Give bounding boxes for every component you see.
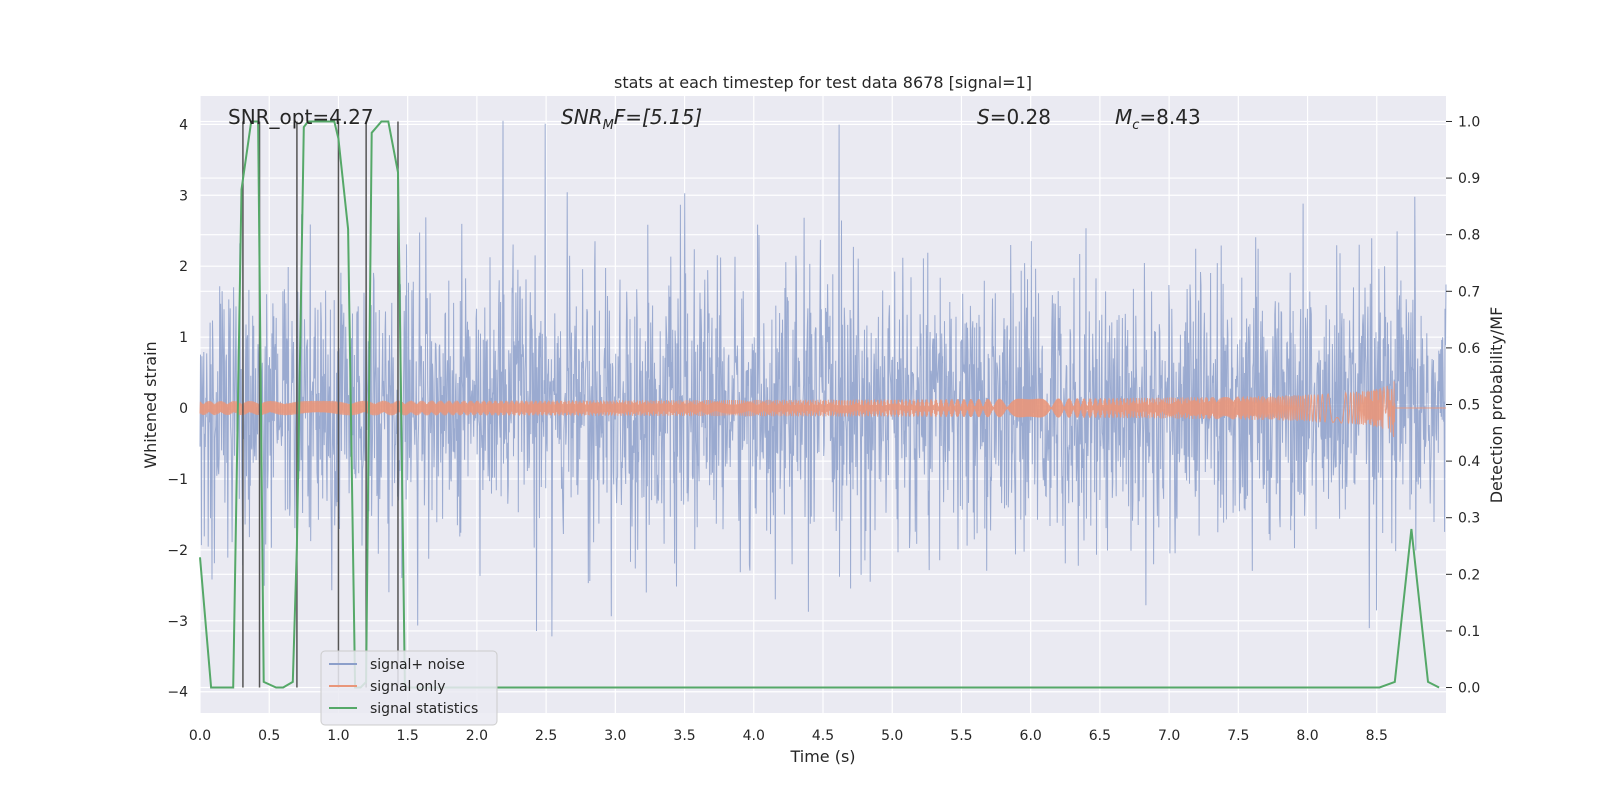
legend-box [320,650,498,726]
legend-label-signal-plus-noise: signal+ noise [370,657,465,673]
x-tick-label: 0.5 [258,728,280,744]
x-tick-label: 7.5 [1227,728,1249,744]
y-tick-label: 0 [179,401,188,417]
y-tick-label: −2 [167,543,188,559]
x-axis-label: Time (s) [789,747,855,766]
y-tick-label: −3 [167,614,188,630]
x-axis-ticks: 0.0 0.5 1.0 1.5 2.0 2.5 3.0 3.5 4.0 4.5 5.0 5.5 6.0 6… [189,728,1388,744]
series-signal-plus-noise [199,120,1447,637]
legend-label-signal-statistics: signal statistics [370,701,478,717]
x-tick-label: 6.5 [1089,728,1111,744]
x-tick-label: 4.5 [812,728,834,744]
legend-label-signal-only: signal only [370,679,445,695]
y2-tick-label: 0.0 [1458,681,1480,697]
x-tick-label: 0.0 [189,728,211,744]
x-tick-label: 6.0 [1020,728,1042,744]
chart-title: stats at each timestep for test data 867… [614,73,1032,92]
annotation-snr-mf: SNRMF=[5.15] [561,105,702,133]
x-tick-label: 3.0 [604,728,626,744]
annotation-s: S=0.28 [977,105,1051,129]
y2-tick-label: 0.3 [1458,511,1480,527]
y-tick-label: −1 [167,472,188,488]
y-tick-label: 1 [179,330,188,346]
x-tick-label: 1.0 [327,728,349,744]
x-tick-label: 5.5 [950,728,972,744]
y2-tick-label: 0.4 [1458,454,1480,470]
x-tick-label: 2.5 [535,728,557,744]
y2-tick-label: 0.5 [1458,398,1480,414]
x-tick-label: 4.0 [743,728,765,744]
x-tick-label: 8.5 [1366,728,1388,744]
y2-tick-label: 0.9 [1458,171,1480,187]
x-tick-label: 8.0 [1296,728,1318,744]
y-tick-label: 4 [179,117,188,133]
y-tick-label: 3 [179,188,188,204]
y2-tick-label: 0.8 [1458,228,1480,244]
y-axis-label: Whitened strain [141,341,160,468]
y-tick-label: 2 [179,259,188,275]
y-axis-ticks: 4 3 2 1 0 −1 −2 −3 −4 [167,117,188,700]
y2-tick-label: 1.0 [1458,114,1480,130]
y-tick-label: −4 [167,685,188,701]
y2-tick-label: 0.1 [1458,624,1480,640]
x-tick-label: 7.0 [1158,728,1180,744]
y2-tick-label: 0.7 [1458,284,1480,300]
x-tick-label: 5.0 [881,728,903,744]
legend: signal+ noise signal only signal statist… [320,650,498,726]
y2-axis-label: Detection probability/MF [1487,307,1506,504]
y2-axis-ticks: 1.0 0.9 0.8 0.7 0.6 0.5 0.4 0.3 0.2 0.1 0.0 [1446,114,1480,697]
x-tick-label: 1.5 [397,728,419,744]
y2-tick-label: 0.2 [1458,567,1480,583]
signal-plus-noise-line [199,120,1447,637]
annotation-snr-opt: SNR_opt=4.27 [228,105,374,129]
x-tick-label: 3.5 [673,728,695,744]
signal-only-line [199,381,1446,438]
annotation-mc: Mc=8.43 [1115,105,1201,133]
series-signal-only [199,381,1446,438]
x-tick-label: 2.0 [466,728,488,744]
y2-tick-label: 0.6 [1458,341,1480,357]
